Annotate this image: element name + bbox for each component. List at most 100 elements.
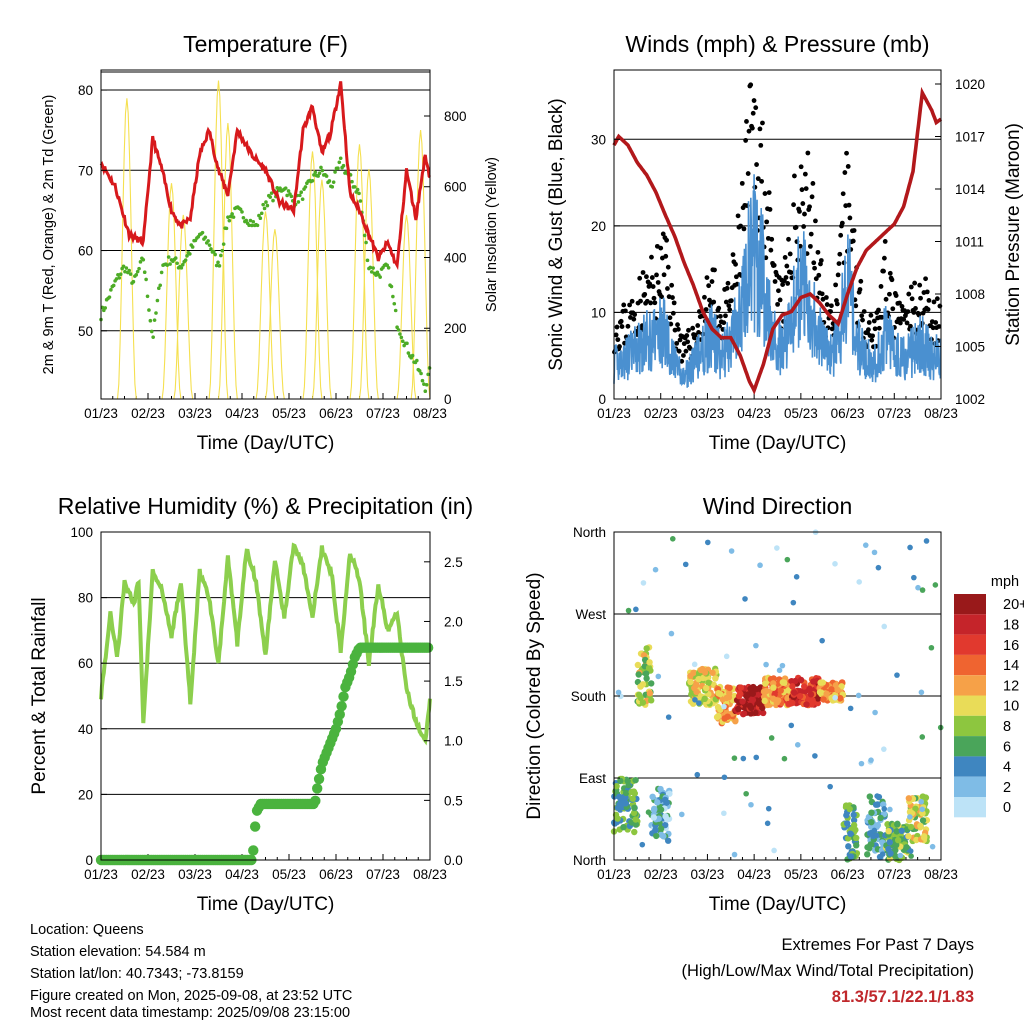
gust-point bbox=[685, 339, 691, 345]
gust-point bbox=[651, 295, 657, 301]
gust-point bbox=[647, 281, 653, 287]
gust-point bbox=[845, 164, 851, 169]
direction-point bbox=[915, 584, 921, 591]
pressure-ytick-label: 1002 bbox=[955, 392, 985, 407]
gust-point bbox=[858, 278, 864, 284]
colorbar-unit: mph bbox=[991, 574, 1019, 590]
dewpoint-point bbox=[296, 200, 301, 204]
direction-point bbox=[919, 817, 927, 824]
direction-point bbox=[640, 580, 647, 586]
direction-point bbox=[919, 587, 926, 593]
gust-point bbox=[638, 298, 643, 304]
dewpoint-point bbox=[300, 197, 305, 202]
gust-point bbox=[746, 128, 752, 134]
direction-point bbox=[748, 801, 754, 808]
direction-point bbox=[645, 664, 653, 672]
direction-point bbox=[847, 853, 855, 860]
temperature-xtick-label: 02/23 bbox=[131, 406, 165, 421]
direction-point bbox=[881, 746, 887, 752]
direction-point bbox=[885, 828, 892, 835]
dewpoint-point bbox=[180, 262, 185, 267]
direction-point bbox=[704, 539, 711, 546]
colorbar-label: 18 bbox=[1003, 617, 1019, 633]
solar-insolation-line bbox=[173, 214, 194, 400]
dewpoint-point bbox=[179, 266, 184, 270]
direction-point bbox=[669, 535, 676, 542]
direction-point bbox=[662, 821, 669, 829]
direction-point bbox=[846, 805, 853, 813]
direction-point bbox=[801, 683, 808, 690]
humidity-ytick-label: 60 bbox=[78, 656, 93, 671]
dewpoint-point bbox=[168, 262, 172, 266]
winds-ytick-label: 10 bbox=[591, 305, 606, 320]
temperature-xtick-label: 01/23 bbox=[84, 406, 118, 421]
direction-point bbox=[792, 677, 799, 685]
dewpoint-point bbox=[152, 318, 157, 322]
gust-point bbox=[615, 337, 621, 343]
direction-point bbox=[628, 788, 635, 796]
direction-point bbox=[657, 785, 664, 793]
humidity-xtick-label: 04/23 bbox=[225, 867, 259, 882]
gust-point bbox=[878, 284, 884, 289]
colorbar-swatch bbox=[954, 614, 986, 635]
direction-point bbox=[654, 799, 661, 806]
dewpoint-point bbox=[206, 239, 210, 243]
gust-point bbox=[716, 305, 722, 311]
colorbar-swatch bbox=[954, 797, 986, 818]
dewpoint-point bbox=[155, 298, 160, 303]
temperature-ylabel: 2m & 9m T (Red, Orange) & 2m Td (Green) bbox=[41, 95, 57, 375]
direction-point bbox=[692, 696, 698, 703]
dewpoint-point bbox=[114, 277, 119, 281]
gust-point bbox=[775, 301, 780, 307]
gust-point bbox=[911, 310, 917, 315]
solar-insolation-line bbox=[217, 123, 238, 400]
dewpoint-point bbox=[226, 215, 230, 219]
dewpoint-point bbox=[100, 305, 105, 310]
temperature-xtick-label: 08/23 bbox=[413, 406, 447, 421]
direction-point bbox=[740, 755, 747, 762]
dewpoint-point bbox=[426, 372, 430, 377]
gust-point bbox=[810, 181, 816, 186]
gust-point bbox=[618, 318, 624, 324]
direction-point bbox=[634, 661, 642, 669]
dewpoint-point bbox=[299, 190, 304, 194]
pressure-ylabel: Station Pressure (Maroon) bbox=[1003, 123, 1024, 346]
dewpoint-point bbox=[415, 358, 419, 363]
dewpoint-point bbox=[393, 308, 398, 313]
gust-point bbox=[644, 274, 649, 280]
direction-point bbox=[757, 562, 763, 569]
dewpoint-point bbox=[262, 206, 267, 211]
gust-point bbox=[723, 299, 729, 305]
colorbar-swatch bbox=[954, 715, 986, 737]
direction-point bbox=[785, 687, 792, 694]
direction-point bbox=[663, 816, 671, 823]
gust-point bbox=[704, 275, 710, 281]
gust-point bbox=[799, 187, 805, 193]
humidity-ytick-label: 80 bbox=[78, 591, 93, 606]
dewpoint-point bbox=[212, 249, 216, 254]
direction-point bbox=[743, 692, 750, 700]
precip-point bbox=[249, 821, 261, 832]
dewpoint-point bbox=[255, 223, 260, 228]
gust-point bbox=[883, 296, 889, 302]
gust-point bbox=[786, 236, 791, 242]
dewpoint-point bbox=[312, 173, 316, 177]
direction-point bbox=[874, 793, 880, 799]
direction-point bbox=[894, 672, 900, 678]
gust-point bbox=[838, 232, 844, 238]
direction-chart: Wind Direction 01/23 02/23 03/23 04/23 05/23 0… bbox=[524, 493, 1024, 915]
dewpoint-point bbox=[183, 258, 188, 262]
humidity-ytick-label: 100 bbox=[70, 525, 93, 540]
gust-point bbox=[807, 204, 812, 210]
dewpoint-point bbox=[157, 286, 161, 291]
direction-point bbox=[907, 848, 914, 854]
gust-point bbox=[811, 260, 817, 266]
direction-xtick-label: 01/23 bbox=[597, 867, 631, 882]
dewpoint-point bbox=[283, 186, 288, 190]
direction-point bbox=[919, 734, 926, 740]
dewpoint-point bbox=[241, 216, 246, 220]
dewpoint-point bbox=[173, 256, 178, 260]
humidity-xtick-label: 06/23 bbox=[319, 867, 353, 882]
gust-point bbox=[824, 302, 830, 307]
direction-point bbox=[756, 700, 763, 707]
